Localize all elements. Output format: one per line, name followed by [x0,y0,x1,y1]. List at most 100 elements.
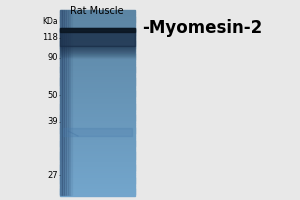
Bar [60,80,135,83]
Bar [60,114,135,116]
Text: 39: 39 [47,117,58,127]
Bar [60,189,135,192]
Bar [60,156,135,158]
Bar [60,91,135,94]
Bar [60,138,135,140]
Bar [60,12,135,14]
Bar [60,56,135,57]
Bar [60,40,135,42]
Bar [60,82,135,84]
Bar [60,149,135,151]
Bar [60,30,135,33]
Bar [60,54,135,57]
Bar [60,90,135,92]
Bar [60,167,135,170]
Bar [60,141,135,144]
Bar [60,184,135,186]
Bar [60,143,135,146]
Bar [60,43,135,46]
Text: KDa: KDa [42,18,58,26]
Bar [60,55,135,56]
Bar [60,51,135,52]
Bar [60,51,135,53]
Bar [60,152,135,155]
Bar [60,164,135,166]
Bar [60,19,135,22]
Bar [60,188,135,190]
Bar [60,10,62,195]
Bar [60,78,135,81]
Bar [60,69,135,72]
Bar [60,28,135,31]
Bar [60,162,135,164]
Bar [69,10,72,195]
Bar [60,110,135,112]
Bar [62,10,64,195]
Bar [60,93,135,96]
Bar [60,128,135,131]
Bar [60,88,135,90]
Bar [60,66,135,68]
Bar [60,180,135,183]
Bar [60,25,135,27]
Bar [60,145,135,147]
Bar [60,73,135,75]
Bar [60,151,135,153]
Bar [60,53,135,55]
Bar [60,21,135,23]
Text: 50: 50 [47,90,58,99]
Bar [60,136,135,138]
Bar [60,97,135,99]
Bar [60,14,135,16]
Bar [60,47,135,48]
Bar [60,193,135,196]
Bar [60,10,135,12]
Text: 118: 118 [42,33,58,43]
Bar [60,36,135,38]
Bar [64,10,66,195]
Bar [60,49,135,50]
Bar [60,140,135,142]
Bar [60,34,135,36]
Bar [60,154,135,157]
Bar [60,54,135,55]
Bar [60,28,135,32]
Bar [60,134,135,136]
Bar [60,186,135,188]
Bar [60,64,135,66]
Bar [60,41,135,44]
Bar [68,10,70,195]
Bar [60,130,135,133]
Bar [60,38,135,40]
Bar [60,147,135,149]
Bar [60,104,135,107]
Bar [60,47,135,49]
Bar [60,27,135,29]
Bar [60,123,135,125]
Bar [60,17,135,20]
Bar [60,45,135,47]
Bar [60,132,135,134]
Bar [60,67,135,70]
Bar [60,101,135,103]
Bar [60,125,135,127]
Bar [60,158,135,160]
Bar [60,119,135,121]
Bar [60,16,135,18]
Bar [60,86,135,88]
Bar [60,53,135,54]
Bar [60,77,135,79]
Bar [60,117,135,120]
Bar [60,56,135,59]
Text: Rat Muscle: Rat Muscle [70,6,124,16]
Bar [60,75,135,77]
Bar [60,23,135,25]
Bar [60,48,135,49]
Bar [60,169,135,171]
Bar [60,99,135,101]
Bar [60,58,135,60]
Bar [60,121,135,123]
Bar [60,178,135,181]
Bar [60,112,135,114]
Bar [60,165,135,168]
